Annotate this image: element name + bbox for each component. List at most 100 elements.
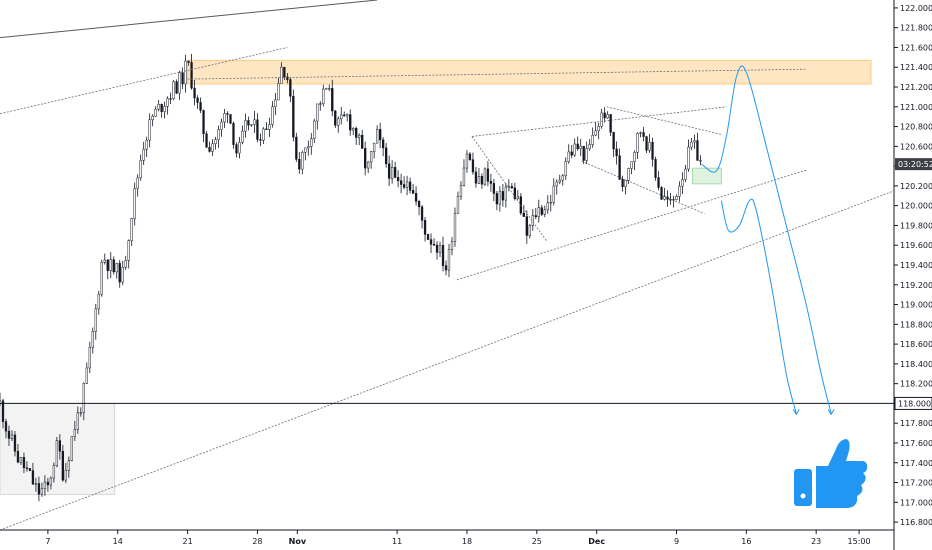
channel-upper-line[interactable]	[187, 68, 807, 80]
candle-body	[10, 434, 14, 439]
flag-top-line[interactable]	[606, 106, 722, 135]
falling-channel-line[interactable]	[471, 136, 548, 242]
flag-bottom-line[interactable]	[581, 160, 705, 214]
candle-body	[97, 293, 100, 310]
candle-body	[121, 267, 124, 283]
y-tick-label: 120.600	[900, 142, 932, 151]
candle-body	[504, 186, 508, 201]
candle-body	[561, 175, 564, 181]
upper-trendline[interactable]	[0, 47, 288, 115]
candle-body	[376, 129, 379, 144]
candle-body	[447, 249, 451, 271]
candle-body	[687, 146, 690, 170]
candle-body	[142, 148, 145, 161]
candle-body	[513, 187, 516, 199]
candle-body	[477, 176, 481, 184]
candle-body	[34, 483, 38, 485]
candle-body	[298, 159, 301, 170]
candle-body	[582, 145, 585, 161]
outer-top-trendline[interactable]	[0, 0, 378, 39]
y-tick-label: 118.600	[900, 340, 932, 349]
thumb-cuff-dot	[800, 493, 806, 499]
candle-body	[85, 367, 88, 384]
candle-body	[295, 136, 298, 160]
candle-body	[453, 213, 457, 242]
candle-body	[154, 108, 157, 117]
candle-body	[405, 181, 409, 188]
candle-body	[157, 104, 160, 110]
candle-body	[432, 244, 436, 246]
candle-body	[67, 460, 70, 471]
projection-path-down-arrowhead	[792, 409, 800, 416]
candle-body	[46, 481, 50, 486]
candle-body	[663, 196, 666, 200]
candle-body	[271, 106, 274, 125]
lower-trendline[interactable]	[0, 190, 894, 530]
candle-body	[381, 139, 385, 149]
candle-body	[696, 140, 699, 161]
y-tick-label: 119.000	[900, 301, 932, 310]
y-tick-label: 118.800	[900, 320, 932, 329]
candle-body	[417, 201, 421, 208]
candle-body	[669, 199, 672, 201]
candle-body	[205, 133, 208, 148]
projection-path-up[interactable]	[701, 65, 832, 414]
x-tick-label: 16	[741, 537, 751, 546]
candle-body	[459, 185, 463, 197]
candle-body	[232, 123, 235, 145]
candle-body	[331, 88, 334, 112]
candle-body	[277, 83, 280, 101]
candle-body	[552, 185, 555, 203]
candle-body	[274, 99, 277, 108]
candle-body	[699, 160, 702, 162]
candle-body	[642, 132, 645, 137]
candle-body	[489, 181, 493, 184]
candle-body	[337, 118, 340, 126]
candle-body	[423, 220, 427, 235]
x-tick-label: 11	[392, 537, 402, 546]
candle-body	[522, 212, 525, 217]
candle-body	[247, 120, 250, 126]
candle-body	[585, 148, 588, 161]
candle-body	[411, 190, 415, 194]
candle-body	[253, 119, 256, 125]
projection-path-down[interactable]	[720, 198, 797, 414]
channel-lower-line[interactable]	[456, 169, 807, 281]
candle-body	[495, 193, 499, 205]
candle-body	[426, 234, 430, 240]
candle-body	[528, 224, 531, 236]
candle-body	[603, 112, 606, 119]
candle-body	[378, 129, 382, 141]
candle-body	[450, 241, 454, 250]
candle-body	[172, 81, 175, 99]
candle-body	[367, 161, 370, 169]
candle-body	[262, 128, 265, 141]
candle-body	[100, 262, 103, 295]
candle-body	[91, 331, 94, 348]
candle-body	[579, 145, 582, 150]
candle-body	[256, 119, 259, 140]
candle-body	[651, 141, 654, 160]
candle-body	[364, 148, 367, 169]
candle-body	[292, 95, 295, 138]
candle-body	[289, 79, 292, 97]
candle-body	[627, 168, 630, 181]
resistance-zone[interactable]	[187, 59, 872, 85]
candle-body	[444, 265, 448, 271]
y-tick-label: 117.200	[900, 479, 932, 488]
candle-body	[139, 160, 142, 179]
candle-body	[73, 429, 76, 437]
candle-body	[199, 102, 202, 111]
x-tick-label: 21	[182, 537, 192, 546]
candle-body	[390, 166, 394, 179]
candle-body	[621, 179, 624, 187]
candle-body	[384, 147, 388, 165]
y-tick-label: 116.800	[900, 518, 932, 527]
candle-body	[352, 128, 355, 131]
candle-body	[235, 144, 238, 154]
candle-body	[402, 184, 406, 188]
rising-channel-top[interactable]	[471, 106, 727, 137]
candle-body	[468, 153, 472, 160]
